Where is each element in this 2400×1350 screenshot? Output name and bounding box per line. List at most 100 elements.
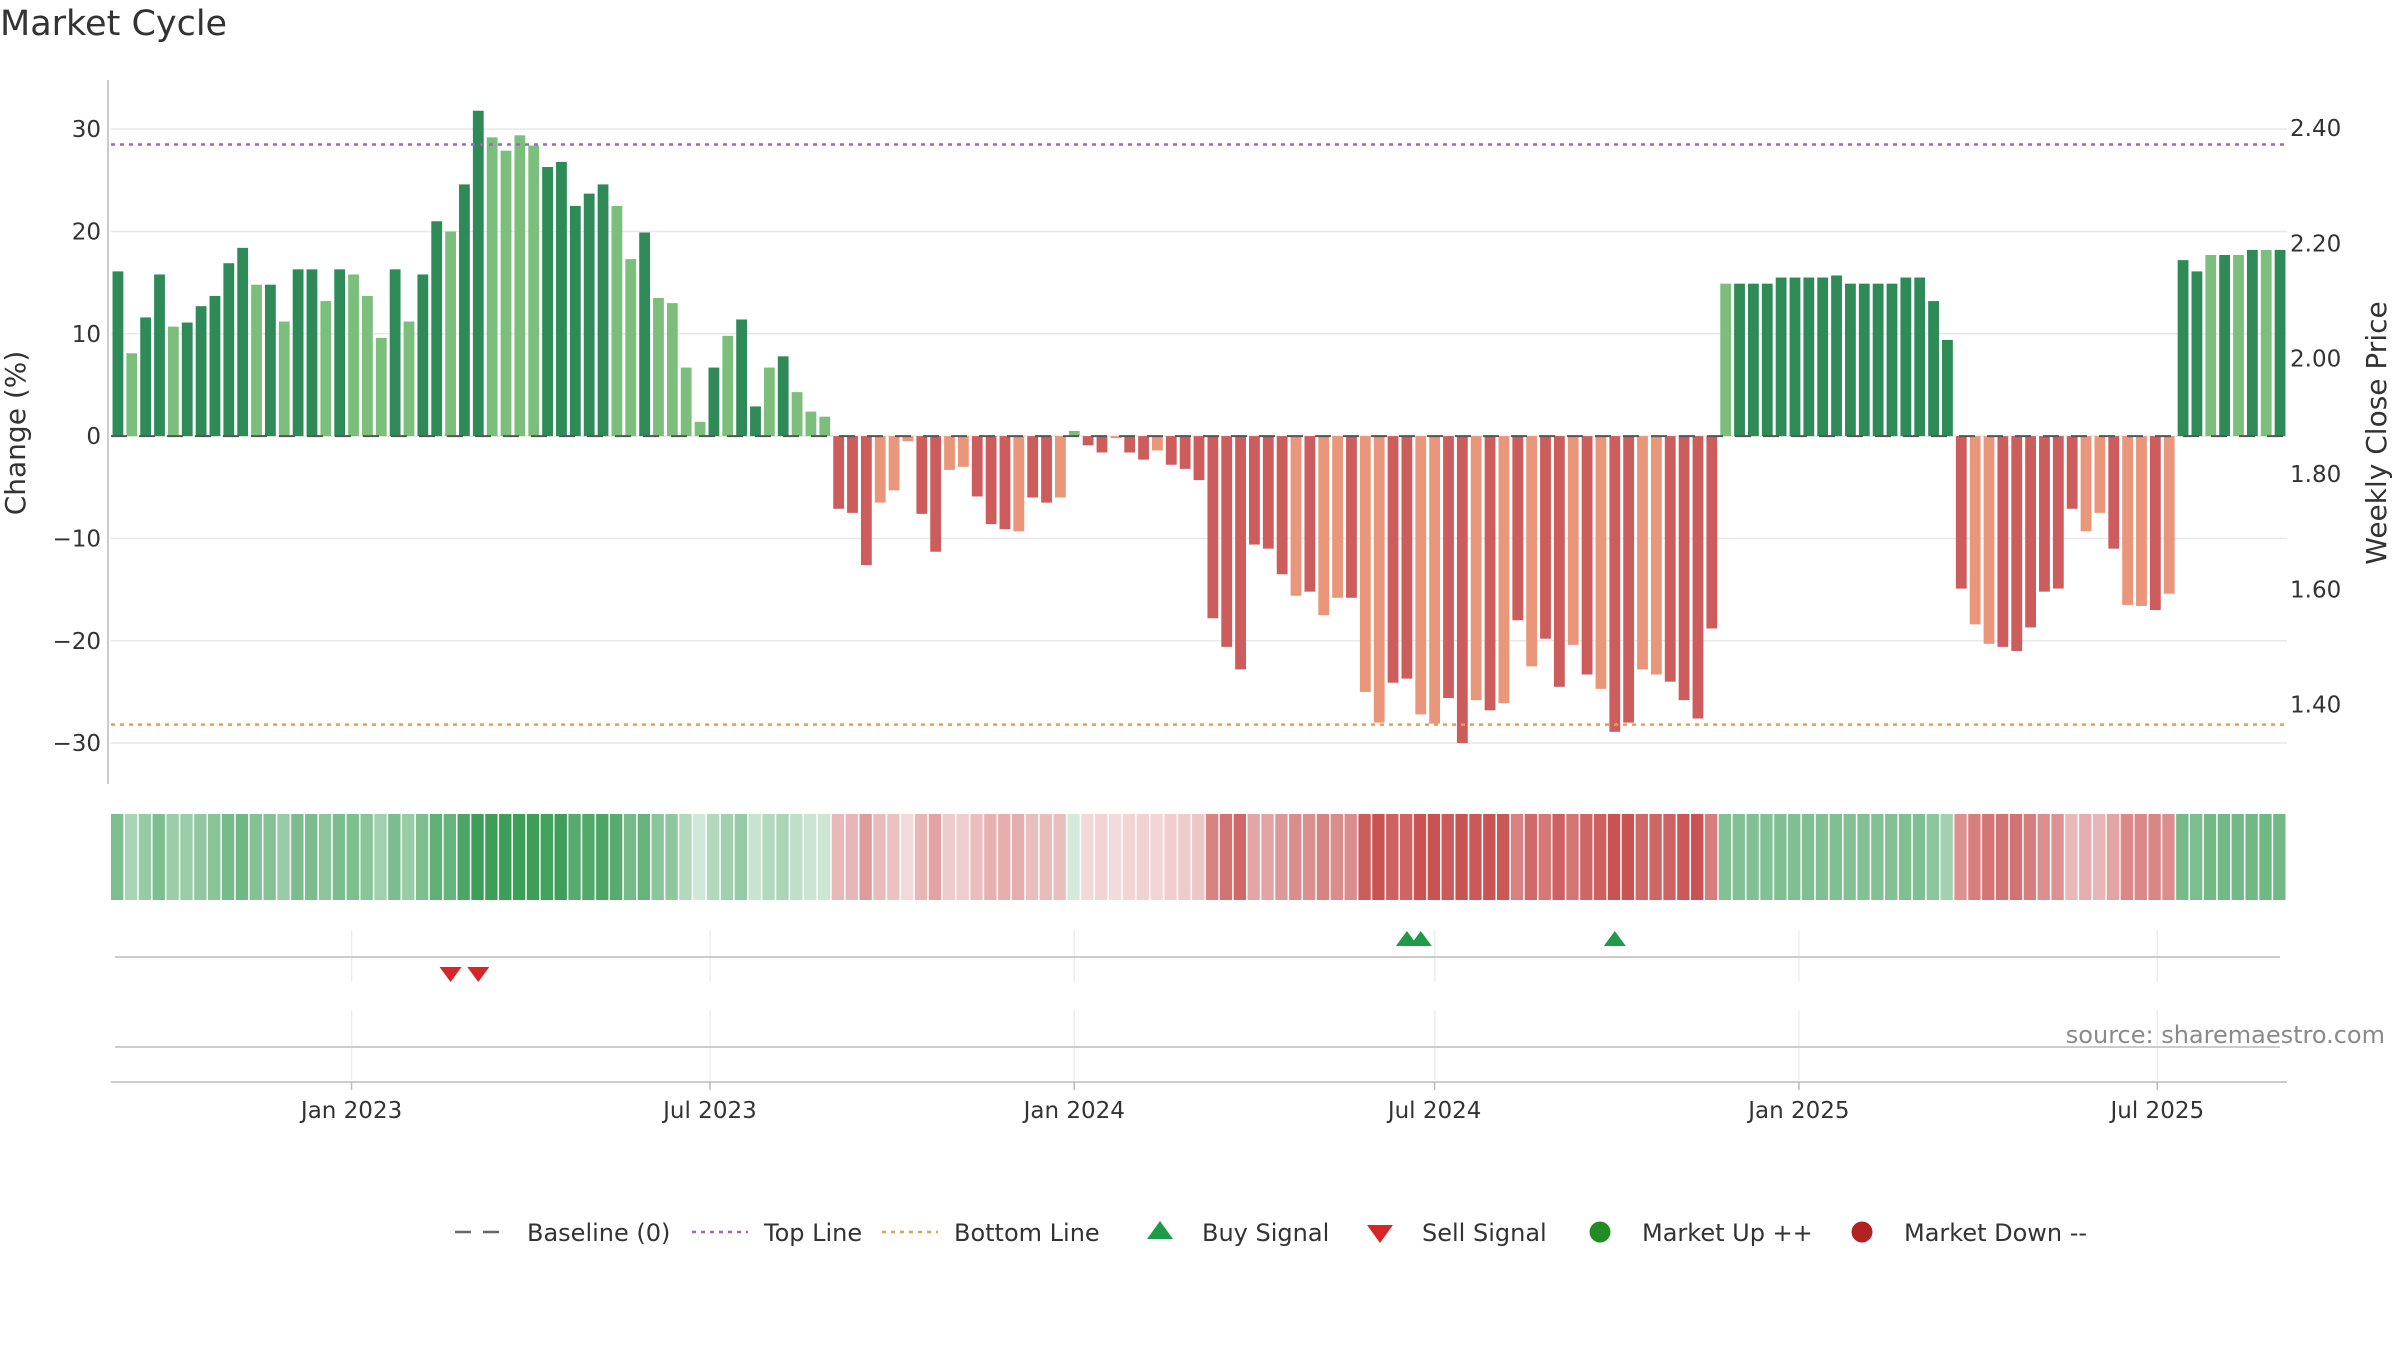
- bar: [1900, 277, 1912, 437]
- bar: [2205, 255, 2217, 437]
- bar: [223, 263, 235, 437]
- bar: [2233, 255, 2244, 437]
- heat-cell: [2065, 814, 2078, 900]
- heat-cell: [457, 814, 470, 900]
- bar: [209, 295, 221, 437]
- heat-cell: [1912, 814, 1926, 900]
- heat-cell: [1732, 814, 1745, 900]
- heat-cell: [318, 814, 332, 900]
- y-tick-left: 0: [86, 424, 101, 450]
- bar: [1373, 436, 1385, 723]
- bar: [1304, 436, 1316, 592]
- heat-cell: [1469, 814, 1482, 900]
- heat-cell: [1857, 814, 1870, 900]
- heat-cell: [623, 814, 637, 900]
- bar: [1983, 436, 1995, 644]
- axes: 30 20 10 0 −10 −20 −30 2.40 2.20 2.00 1.80 1.60 1.40…: [52, 80, 2341, 1124]
- heat-cell: [1760, 814, 1773, 900]
- x-tick-label: Jul 2025: [2109, 1098, 2205, 1124]
- bar: [1831, 275, 1842, 437]
- heat-cell: [2120, 814, 2134, 900]
- x-tick-label: Jan 2024: [1022, 1098, 1125, 1124]
- bar: [944, 436, 955, 470]
- bar: [777, 356, 789, 437]
- bar: [860, 436, 872, 566]
- bar: [1179, 436, 1191, 469]
- bar: [1470, 436, 1482, 701]
- bar: [251, 284, 262, 437]
- bar: [2025, 436, 2036, 628]
- heat-cell: [1219, 814, 1233, 900]
- x-tick-label: Jan 2023: [299, 1098, 402, 1124]
- bar: [1235, 436, 1246, 670]
- heat-cell: [1067, 814, 1080, 900]
- heat-cell: [831, 814, 845, 900]
- legend-label: Bottom Line: [954, 1219, 1100, 1247]
- heat-cell: [429, 814, 443, 900]
- heat-cell: [706, 814, 720, 900]
- y-tick-left: 20: [72, 219, 101, 245]
- bar: [2219, 255, 2231, 437]
- heat-cell: [124, 814, 138, 900]
- y-tick-left: 30: [72, 117, 101, 143]
- bar: [1553, 436, 1565, 687]
- bar: [985, 436, 997, 525]
- heat-cell: [1233, 814, 1247, 900]
- heat-cell: [1635, 814, 1648, 900]
- heat-cell: [526, 814, 540, 900]
- heat-cell: [1150, 814, 1163, 900]
- heat-cell: [2051, 814, 2064, 900]
- bar: [1346, 436, 1357, 598]
- heat-cell: [637, 814, 651, 900]
- heat-cell: [2176, 814, 2189, 900]
- heat-cell: [291, 814, 304, 900]
- bar: [2136, 436, 2147, 606]
- heat-cell: [901, 814, 914, 900]
- heat-cell: [734, 814, 748, 900]
- sell-swatch-icon: [1367, 1225, 1393, 1243]
- bar: [2274, 249, 2286, 437]
- heat-cell: [1372, 814, 1385, 900]
- bar: [472, 110, 484, 437]
- legend-label: Buy Signal: [1202, 1219, 1329, 1247]
- bar: [1692, 436, 1704, 719]
- heat-cell: [1885, 814, 1898, 900]
- market-up-dot-icon: [1589, 1221, 1611, 1243]
- bar: [2052, 436, 2064, 589]
- bar: [1567, 436, 1579, 645]
- heat-cell: [277, 814, 290, 900]
- heat-cell: [873, 814, 886, 900]
- bar: [916, 436, 928, 514]
- bar: [1650, 436, 1662, 675]
- bar: [1678, 436, 1690, 701]
- heat-cell: [609, 814, 623, 900]
- heat-cell: [1968, 814, 1981, 900]
- bar: [459, 184, 470, 437]
- bar: [1484, 436, 1496, 711]
- legend-item-down: Market Down --: [1851, 1219, 2087, 1247]
- bar: [750, 406, 761, 437]
- bar: [417, 274, 429, 437]
- heat-cell: [1302, 814, 1316, 900]
- heat-cell: [443, 814, 456, 900]
- bar: [348, 274, 359, 437]
- bar: [154, 274, 165, 437]
- heat-cell: [1552, 814, 1565, 900]
- bar: [1942, 339, 1953, 437]
- heat-cell: [790, 814, 803, 900]
- source-label: source: sharemaestro.com: [2066, 1021, 2385, 1049]
- bar: [1858, 283, 1870, 437]
- heat-cell: [1053, 814, 1066, 900]
- bar: [486, 137, 498, 437]
- market-down-dot-icon: [1851, 1221, 1873, 1243]
- heat-cell: [1164, 814, 1177, 900]
- heat-cell: [194, 814, 207, 900]
- heat-cell: [402, 814, 415, 900]
- heat-cell: [956, 814, 969, 900]
- heat-cell: [2037, 814, 2050, 900]
- bar: [1013, 436, 1025, 532]
- heat-cell: [1801, 814, 1815, 900]
- heat-cell: [568, 814, 581, 900]
- signal-panel: [115, 930, 2280, 1080]
